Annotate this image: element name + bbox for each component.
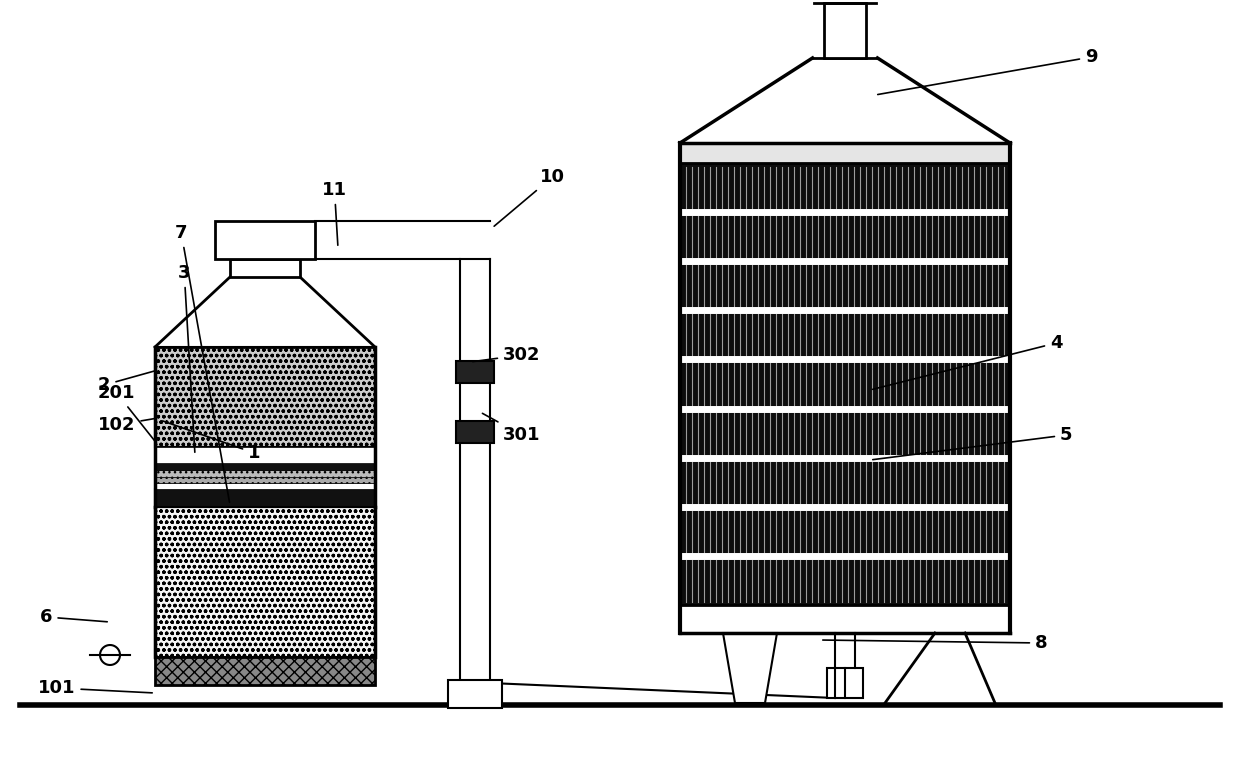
Text: 3: 3	[179, 264, 195, 452]
Bar	[229, 259, 300, 277]
Bar	[456, 361, 494, 383]
Bar	[155, 447, 374, 463]
Text: 4: 4	[873, 334, 1063, 390]
Bar	[215, 221, 315, 259]
Text: 5: 5	[873, 426, 1073, 460]
Text: 8: 8	[823, 634, 1048, 652]
Bar	[155, 657, 374, 685]
Bar	[827, 668, 863, 698]
Bar	[680, 143, 1011, 163]
Text: 10: 10	[494, 168, 565, 226]
Text: 201: 201	[98, 384, 156, 443]
Text: 11: 11	[322, 181, 347, 245]
Text: 2: 2	[98, 371, 155, 394]
Bar	[155, 507, 374, 657]
Bar	[155, 470, 374, 477]
Bar	[680, 163, 1011, 605]
Text: 7: 7	[175, 224, 229, 502]
Bar	[825, 3, 866, 58]
Bar	[460, 259, 490, 683]
Bar	[155, 483, 374, 489]
Bar	[155, 347, 374, 447]
Text: 9: 9	[878, 48, 1097, 94]
Bar	[680, 605, 1011, 633]
Text: 6: 6	[40, 608, 107, 626]
Polygon shape	[723, 633, 777, 703]
Text: 302: 302	[472, 346, 541, 364]
Bar	[456, 421, 494, 443]
Bar	[448, 680, 502, 708]
Text: 301: 301	[482, 414, 541, 444]
Bar	[155, 463, 374, 470]
Bar	[315, 221, 490, 259]
Text: 1: 1	[162, 421, 260, 462]
Bar	[155, 477, 374, 483]
Text: 102: 102	[98, 416, 155, 434]
Bar	[155, 489, 374, 507]
Text: 101: 101	[38, 679, 153, 697]
